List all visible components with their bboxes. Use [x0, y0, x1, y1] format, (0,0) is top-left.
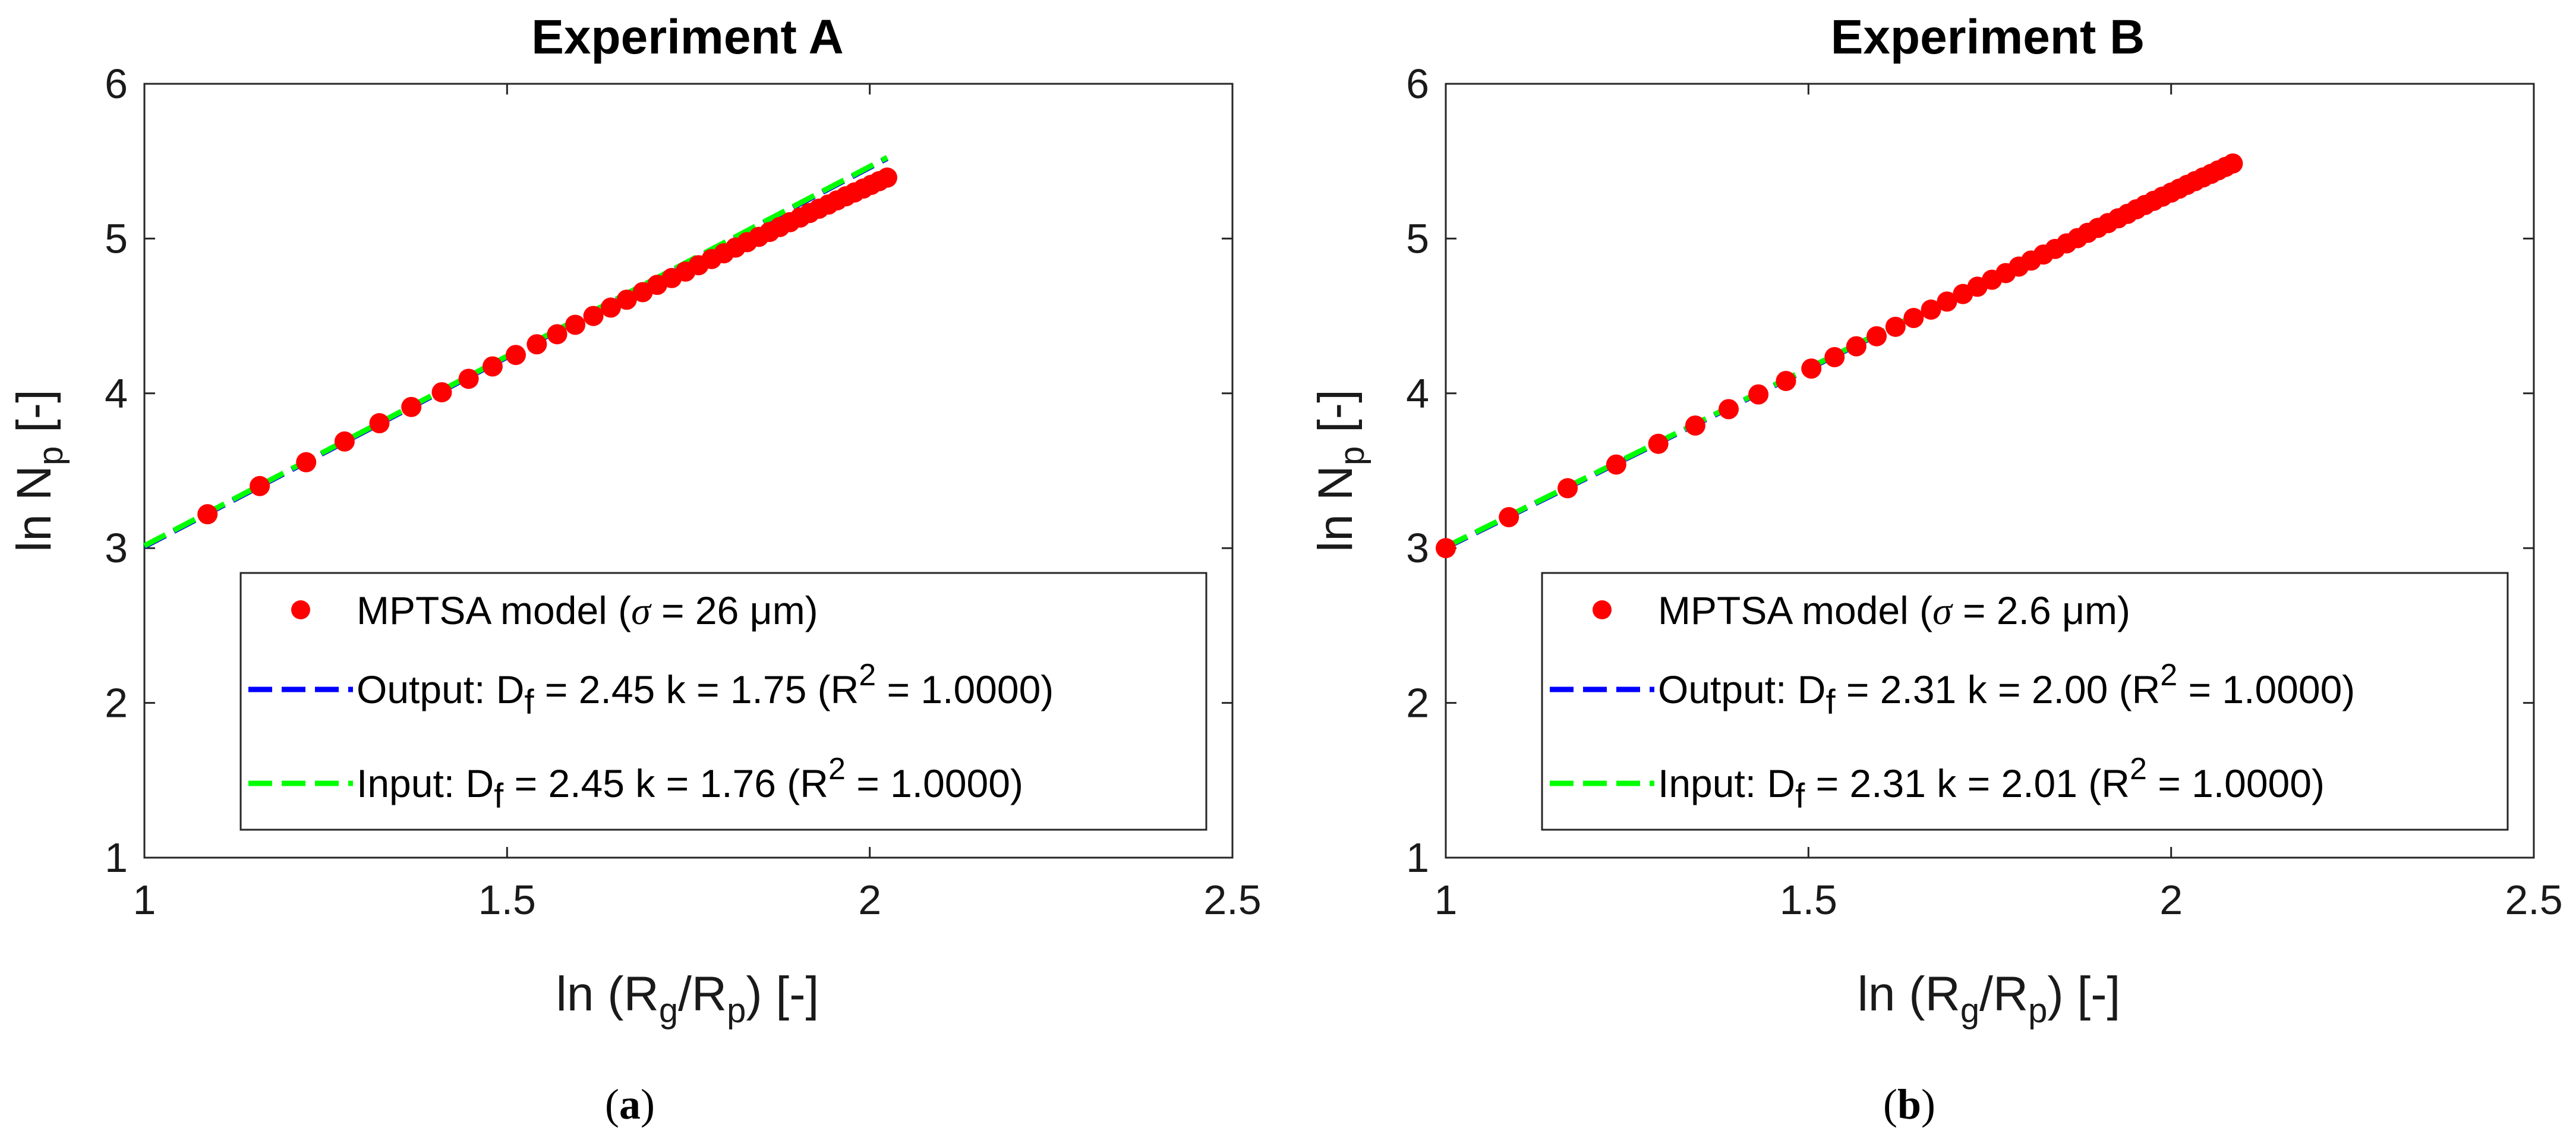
data-point	[1937, 291, 1957, 312]
data-point	[583, 305, 604, 326]
x-tick-label: 2	[858, 877, 881, 923]
data-point	[565, 314, 586, 335]
x-axis-label: ln (Rg/Rp) [-]	[556, 967, 819, 1030]
data-point	[197, 504, 218, 525]
y-tick-label: 4	[1406, 370, 1429, 417]
y-tick-label: 4	[105, 370, 128, 417]
data-point	[2222, 153, 2243, 174]
legend: MPTSA model (σ = 2.6 μm) Output: Df = 2.…	[1541, 572, 2509, 831]
chart-title: Experiment A	[531, 10, 844, 64]
data-point	[1903, 307, 1924, 328]
x-tick-label: 1.5	[478, 877, 536, 923]
x-tick-label: 1	[133, 877, 156, 923]
legend-label-model: MPTSA model (σ = 2.6 μm)	[1658, 588, 2130, 633]
data-point	[1801, 358, 1822, 379]
data-point	[1846, 336, 1866, 357]
y-tick-label: 6	[105, 61, 128, 107]
x-tick-label: 2	[2159, 877, 2183, 923]
data-point	[876, 167, 897, 188]
data-point	[505, 345, 526, 366]
data-point	[1719, 399, 1739, 420]
data-point	[458, 368, 479, 389]
x-tick-label: 2.5	[1203, 877, 1261, 923]
data-series	[1436, 153, 2243, 559]
data-point	[616, 289, 637, 310]
data-point	[1885, 316, 1906, 337]
y-axis-label: ln Np [-]	[1309, 389, 1371, 552]
legend-box	[239, 572, 1207, 831]
x-tick-label: 1	[1434, 877, 1458, 923]
legend-marker-model	[291, 600, 310, 619]
panel-caption: (a)	[605, 1081, 655, 1128]
y-tick-label: 1	[105, 834, 128, 881]
y-tick-label: 3	[1406, 525, 1429, 571]
y-tick-label: 5	[105, 215, 128, 262]
legend-label-input: Input: Df = 2.45 k = 1.76 (R2 = 1.0000)	[357, 752, 1023, 815]
legend-label-model: MPTSA model (σ = 26 μm)	[357, 588, 818, 633]
panel-b: Experiment B 1 1.5 2 2.5 1 2 3 4 5 6 MPTSA model …	[1309, 10, 2563, 1128]
data-point	[547, 324, 567, 345]
legend: MPTSA model (σ = 26 μm) Output: Df = 2.4…	[239, 572, 1207, 831]
legend-label-output: Output: Df = 2.45 k = 1.75 (R2 = 1.0000)	[357, 658, 1054, 722]
data-point	[401, 396, 422, 417]
data-point	[482, 356, 503, 377]
data-series	[143, 155, 897, 549]
data-point	[1921, 299, 1941, 320]
legend-marker-model	[1593, 600, 1612, 619]
x-axis-label: ln (Rg/Rp) [-]	[1858, 967, 2121, 1030]
chart-title: Experiment B	[1831, 10, 2145, 64]
data-point	[1866, 326, 1887, 347]
data-point	[1436, 538, 1456, 559]
data-point	[600, 297, 621, 318]
x-tick-label: 2.5	[2505, 877, 2562, 923]
y-tick-label: 1	[1406, 834, 1429, 881]
data-point	[369, 413, 390, 434]
data-point	[526, 334, 547, 355]
data-point	[1824, 347, 1845, 367]
y-tick-label: 2	[105, 680, 128, 726]
data-point	[1606, 454, 1626, 475]
panel-caption: (b)	[1883, 1081, 1935, 1128]
y-tick-label: 3	[105, 525, 128, 571]
panel-a: Experiment A 1 1.5 2 2.5 1 2 3 4 5 6 MPTSA model …	[7, 10, 1262, 1128]
data-point	[334, 431, 355, 452]
data-point	[1748, 384, 1769, 405]
data-point	[250, 475, 270, 496]
y-tick-label: 5	[1406, 215, 1429, 262]
tick-marks: 1 1.5 2 2.5 1 2 3 4 5 6	[1406, 61, 2563, 923]
y-tick-label: 2	[1406, 680, 1429, 726]
data-point	[1648, 433, 1669, 454]
legend-label-output: Output: Df = 2.31 k = 2.00 (R2 = 1.0000)	[1658, 658, 2355, 722]
x-tick-label: 1.5	[1780, 877, 1837, 923]
data-point	[1685, 415, 1705, 436]
y-axis-label: ln Np [-]	[7, 389, 70, 552]
data-point	[431, 382, 452, 402]
data-point	[296, 452, 317, 473]
tick-marks: 1 1.5 2 2.5 1 2 3 4 5 6	[105, 61, 1262, 923]
data-point	[1557, 478, 1578, 499]
legend-box	[1541, 572, 2509, 831]
data-point	[1776, 370, 1796, 391]
y-tick-label: 6	[1406, 61, 1429, 107]
data-point	[1499, 507, 1519, 528]
legend-label-input: Input: Df = 2.31 k = 2.01 (R2 = 1.0000)	[1658, 752, 2325, 815]
